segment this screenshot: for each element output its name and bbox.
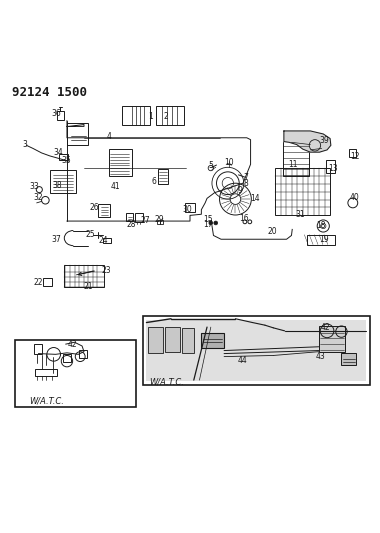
Text: 42: 42: [321, 324, 330, 333]
Bar: [50, 170, 76, 192]
Text: 17: 17: [203, 220, 213, 229]
Text: 25: 25: [86, 230, 95, 239]
Bar: [67, 123, 88, 146]
Text: 11: 11: [288, 160, 298, 169]
Bar: [57, 111, 63, 119]
Circle shape: [209, 221, 213, 225]
Bar: [307, 235, 335, 245]
Bar: [156, 107, 184, 125]
Bar: [342, 353, 356, 365]
Text: 9: 9: [238, 185, 243, 195]
Bar: [283, 141, 309, 176]
Bar: [136, 213, 143, 222]
Bar: [158, 169, 168, 184]
Text: 40: 40: [350, 193, 359, 202]
Bar: [319, 326, 345, 352]
Bar: [79, 350, 87, 358]
Text: 30: 30: [182, 205, 192, 214]
Text: 29: 29: [155, 215, 165, 224]
Text: 39: 39: [320, 136, 329, 146]
Text: 44: 44: [238, 356, 247, 365]
Polygon shape: [284, 131, 331, 152]
Text: 33: 33: [29, 182, 39, 191]
Text: 18: 18: [316, 221, 325, 230]
Bar: [148, 327, 163, 353]
Text: 12: 12: [350, 152, 360, 161]
Bar: [109, 149, 132, 176]
Text: 37: 37: [52, 235, 62, 244]
Text: 3: 3: [23, 140, 28, 149]
Text: 35: 35: [61, 156, 71, 165]
Bar: [34, 344, 41, 354]
Bar: [126, 213, 133, 221]
Text: 23: 23: [101, 266, 111, 275]
Text: 14: 14: [250, 194, 260, 203]
Text: 8: 8: [244, 179, 249, 188]
Bar: [64, 265, 104, 287]
Text: W/A.T.C.: W/A.T.C.: [29, 397, 64, 406]
Bar: [349, 149, 356, 157]
Text: 5: 5: [208, 160, 213, 169]
Bar: [146, 319, 366, 381]
Bar: [15, 341, 136, 407]
Text: 24: 24: [99, 236, 108, 245]
Text: 28: 28: [127, 220, 136, 229]
Bar: [201, 333, 224, 348]
Bar: [103, 238, 111, 243]
Text: 19: 19: [320, 235, 329, 244]
Text: 21: 21: [84, 281, 93, 290]
Text: 13: 13: [328, 164, 337, 173]
Bar: [185, 203, 195, 212]
Text: 31: 31: [296, 210, 306, 219]
Bar: [63, 353, 71, 362]
Bar: [182, 328, 194, 353]
Bar: [157, 220, 160, 224]
Text: 16: 16: [239, 214, 249, 223]
Text: 7: 7: [244, 173, 249, 182]
Text: 34: 34: [53, 148, 63, 157]
Text: 4: 4: [106, 132, 111, 141]
Bar: [165, 327, 180, 352]
Bar: [43, 278, 52, 286]
Text: 26: 26: [90, 203, 100, 212]
Text: 41: 41: [110, 182, 120, 191]
Bar: [35, 369, 57, 376]
Text: 38: 38: [52, 181, 62, 190]
Bar: [275, 168, 330, 215]
Bar: [98, 205, 111, 217]
Text: 22: 22: [33, 278, 43, 287]
Text: 6: 6: [152, 177, 157, 186]
Bar: [142, 316, 370, 385]
Bar: [326, 160, 335, 173]
Text: 42: 42: [68, 340, 78, 349]
Text: W/A.T.C.: W/A.T.C.: [149, 377, 184, 386]
Bar: [160, 220, 163, 224]
Bar: [59, 154, 68, 160]
Text: 2: 2: [163, 112, 168, 122]
Circle shape: [214, 221, 218, 225]
Bar: [122, 107, 150, 125]
Text: 10: 10: [224, 158, 233, 167]
Text: 32: 32: [33, 193, 43, 202]
Text: 20: 20: [268, 227, 277, 236]
Text: 92124 1500: 92124 1500: [12, 85, 87, 99]
Text: 27: 27: [141, 216, 150, 225]
Text: 1: 1: [149, 112, 154, 122]
Text: 36: 36: [52, 109, 62, 118]
Text: 43: 43: [316, 352, 326, 361]
Text: 15: 15: [203, 215, 213, 224]
